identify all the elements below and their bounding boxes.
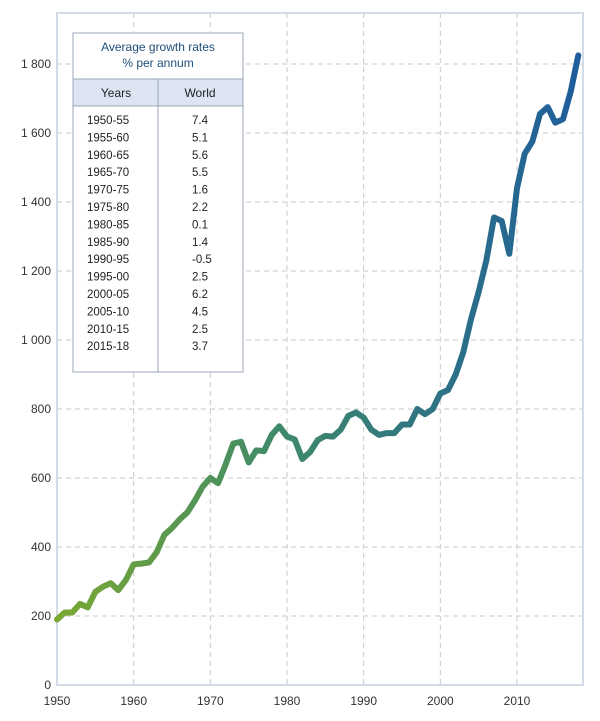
y-axis-ticks: 0 200 400 600 800 1 000 1 200 1 400 1 600 1 800 — [21, 57, 51, 692]
y-tick-label: 400 — [31, 540, 51, 554]
table-cell-world: 4.5 — [192, 306, 208, 318]
y-tick-label: 0 — [44, 678, 51, 692]
table-cell-years: 1985-90 — [87, 237, 129, 249]
x-tick-label: 1980 — [274, 694, 301, 708]
table-title-line1: Average growth rates — [101, 40, 215, 54]
x-axis-ticks: 1950 1960 1970 1980 1990 2000 2010 — [44, 694, 531, 708]
y-tick-label: 1 400 — [21, 195, 51, 209]
table-cell-world: 0.1 — [192, 219, 208, 231]
table-cell-world: 1.6 — [192, 185, 208, 197]
table-cell-years: 1965-70 — [87, 167, 129, 179]
table-cell-years: 1955-60 — [87, 132, 129, 144]
table-cell-years: 1970-75 — [87, 185, 129, 197]
table-header-world: World — [184, 86, 215, 100]
table-cell-years: 1995-00 — [87, 272, 129, 284]
table-header-years: Years — [101, 86, 131, 100]
table-cell-world: 5.5 — [192, 167, 208, 179]
y-tick-label: 1 800 — [21, 57, 51, 71]
table-cell-years: 2005-10 — [87, 306, 129, 318]
table-cell-years: 2010-15 — [87, 324, 129, 336]
y-tick-label: 1 200 — [21, 264, 51, 278]
table-cell-years: 2015-18 — [87, 341, 129, 353]
table-cell-years: 1980-85 — [87, 219, 129, 231]
y-tick-label: 1 600 — [21, 126, 51, 140]
table-cell-years: 1950-55 — [87, 115, 129, 127]
x-tick-label: 2010 — [504, 694, 531, 708]
table-cell-world: -0.5 — [192, 254, 212, 266]
table-cell-world: 2.5 — [192, 324, 208, 336]
plot-frame — [56, 12, 584, 686]
table-cell-world: 1.4 — [192, 237, 209, 249]
y-tick-label: 600 — [31, 471, 51, 485]
x-tick-label: 1970 — [197, 694, 224, 708]
table-rows: 1950-55 7.4 1955-60 5.1 1960-65 5.6 1965-70 5.5… — [87, 115, 212, 353]
x-tick-label: 1950 — [44, 694, 71, 708]
table-cell-world: 2.2 — [192, 202, 208, 214]
growth-rates-table: Average growth rates % per annum Years W… — [72, 32, 244, 373]
table-cell-world: 2.5 — [192, 272, 208, 284]
series-line-world — [54, 52, 582, 623]
x-tick-label: 1990 — [350, 694, 377, 708]
y-tick-label: 800 — [31, 402, 51, 416]
table-cell-world: 5.6 — [192, 150, 208, 162]
table-cell-world: 7.4 — [192, 115, 209, 127]
table-cell-world: 5.1 — [192, 132, 208, 144]
table-cell-years: 2000-05 — [87, 289, 129, 301]
table-cell-years: 1990-95 — [87, 254, 129, 266]
table-cell-years: 1975-80 — [87, 202, 129, 214]
table-cell-world: 3.7 — [192, 341, 208, 353]
y-tick-label: 200 — [31, 609, 51, 623]
table-cell-world: 6.2 — [192, 289, 208, 301]
table-title-line2: % per annum — [122, 56, 193, 70]
y-tick-label: 1 000 — [21, 333, 51, 347]
x-tick-label: 1960 — [120, 694, 147, 708]
x-tick-label: 2000 — [427, 694, 454, 708]
table-cell-years: 1960-65 — [87, 150, 129, 162]
